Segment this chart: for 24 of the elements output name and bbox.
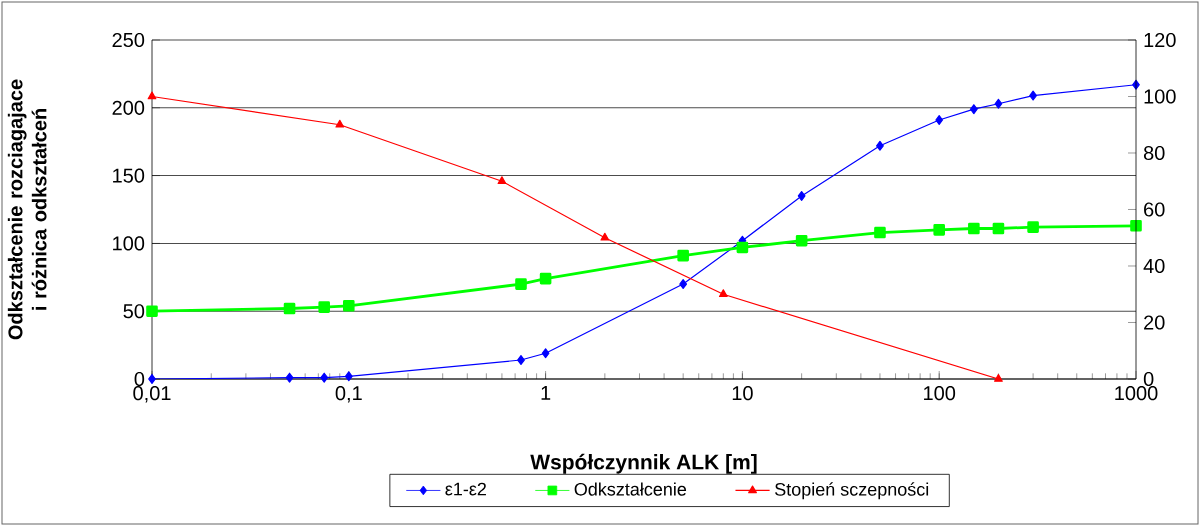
y2-tick-label: 100	[1144, 89, 1176, 104]
x-tick-label: 1000	[1115, 386, 1158, 401]
y2-tick-label: 60	[1144, 202, 1165, 217]
y-tick-label: 200	[112, 100, 145, 115]
y2-tick-label: 120	[1144, 32, 1176, 48]
y2-tick-label: 40	[1143, 258, 1165, 274]
y-tick-label: 50	[123, 304, 145, 319]
x-tick-label: 0,01	[133, 386, 171, 403]
legend-label: Stopień sczepności	[775, 482, 929, 500]
legend-label: ε1-ε2	[445, 482, 486, 496]
x-tick-label: 0,1	[335, 386, 362, 403]
legend-label: Odkształcenie	[574, 482, 687, 496]
y-tick-label: 150	[113, 168, 145, 183]
y-axis-title: Odkształcenie rozciagajace i różnica odkształceń	[7, 79, 47, 340]
y2-tick-label: 0	[1143, 371, 1154, 387]
y2-tick-label: 80	[1143, 145, 1165, 161]
x-axis-title: Współczynnik ALK [m]	[530, 453, 757, 474]
y-tick-label: 0	[134, 371, 145, 387]
y-tick-label: 250	[112, 32, 145, 48]
y-tick-label: 100	[113, 236, 145, 251]
x-tick-label: 1	[541, 386, 551, 400]
x-tick-label: 10	[732, 386, 753, 401]
x-tick-label: 100	[924, 386, 956, 401]
y2-tick-label: 20	[1144, 315, 1165, 330]
